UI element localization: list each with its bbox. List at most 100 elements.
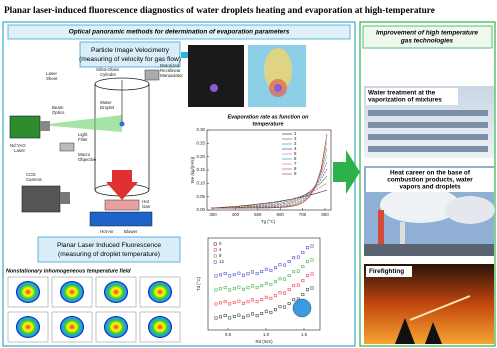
- y-tick-label: 0.25: [196, 140, 205, 145]
- setup-label: Manipulator: [160, 73, 183, 78]
- x-tick-label: 600: [277, 212, 285, 217]
- data-point: [283, 292, 285, 294]
- piv-title: Particle Image Velocimetry: [91, 47, 170, 54]
- curve: [211, 134, 327, 208]
- data-point: [256, 286, 258, 288]
- photo-label: Firefighting: [369, 268, 404, 275]
- data-point: [233, 301, 235, 303]
- photo-label: vaporization of mixtures: [368, 97, 442, 104]
- legend-label: 4: [219, 247, 222, 252]
- data-point: [279, 306, 281, 308]
- data-point: [261, 284, 263, 286]
- data-point: [279, 278, 281, 280]
- setup-label: Sheet: [46, 76, 58, 81]
- data-point: [247, 314, 249, 316]
- setup-label: Laser: [14, 148, 26, 153]
- data-point: [256, 300, 258, 302]
- data-point: [251, 271, 253, 273]
- curve: [211, 148, 327, 208]
- chart-title: temperature: [252, 121, 283, 127]
- data-point: [274, 266, 276, 268]
- data-point: [283, 278, 285, 280]
- setup-label: Objective: [78, 157, 97, 162]
- data-point: [219, 288, 221, 290]
- data-point: [270, 311, 272, 313]
- graphical-abstract: Planar laser-induced fluorescence diagno…: [0, 0, 497, 348]
- data-point: [302, 251, 304, 253]
- y-axis-label: Td (°C): [196, 276, 201, 291]
- x-tick-label: 800: [321, 212, 329, 217]
- data-point: [274, 294, 276, 296]
- droplet: [210, 84, 218, 92]
- y-tick-label: 0.10: [196, 180, 205, 185]
- setup-label: Camera: [26, 177, 42, 182]
- data-point: [238, 272, 240, 274]
- data-point: [224, 314, 226, 316]
- x-axis-label: Rd (mm): [255, 339, 273, 344]
- legend-swatch: [214, 261, 216, 263]
- data-point: [251, 285, 253, 287]
- data-point: [288, 288, 290, 290]
- droplet: [274, 84, 282, 92]
- data-point: [219, 302, 221, 304]
- data-point: [283, 264, 285, 266]
- data-point: [238, 300, 240, 302]
- data-point: [288, 274, 290, 276]
- data-point: [297, 284, 299, 286]
- curve: [211, 162, 327, 208]
- legend-label: 9: [294, 171, 297, 176]
- thermal-droplet: [148, 281, 172, 303]
- data-point: [274, 308, 276, 310]
- plif-title: Planar Laser Induced Fluorescence: [57, 242, 161, 249]
- data-point: [229, 275, 231, 277]
- data-point: [311, 259, 313, 261]
- data-point: [247, 272, 249, 274]
- data-point: [229, 303, 231, 305]
- data-point: [279, 292, 281, 294]
- thermal-droplet: [60, 316, 84, 338]
- data-point: [311, 245, 313, 247]
- plif-subtitle: (measuring of droplet temperature): [58, 251, 160, 258]
- setup-label: Optics: [52, 110, 65, 115]
- data-point: [224, 272, 226, 274]
- data-point: [297, 270, 299, 272]
- data-point: [293, 270, 295, 272]
- data-point: [215, 289, 217, 291]
- right-header: Improvement of high temperature: [376, 30, 478, 37]
- x-tick-label: 500: [254, 212, 262, 217]
- y-tick-label: 0.20: [196, 154, 205, 159]
- data-point: [242, 302, 244, 304]
- droplet-inset: [293, 299, 311, 317]
- legend-swatch: [214, 255, 216, 257]
- x-tick-label: 700: [299, 212, 307, 217]
- legend-label: 8: [219, 253, 222, 258]
- left-header: Optical panoramic methods for determinat…: [69, 29, 290, 36]
- setup-label: Gas: [142, 204, 151, 209]
- data-point: [251, 313, 253, 315]
- thermal-droplet: [104, 316, 128, 338]
- data-point: [224, 286, 226, 288]
- data-point: [219, 316, 221, 318]
- piv-subtitle: (measuring of velocity for gas flow): [79, 56, 181, 63]
- data-point: [270, 283, 272, 285]
- x-tick-label: 300: [209, 212, 217, 217]
- data-point: [306, 260, 308, 262]
- chart-frame: [207, 130, 331, 210]
- data-point: [229, 317, 231, 319]
- arrow: [333, 150, 360, 194]
- data-point: [302, 293, 304, 295]
- data-point: [283, 306, 285, 308]
- data-point: [215, 303, 217, 305]
- data-point: [297, 256, 299, 258]
- curve: [211, 169, 327, 208]
- piv-image: [188, 45, 244, 107]
- x-tick-label: 400: [232, 212, 240, 217]
- data-point: [279, 264, 281, 266]
- y-tick-label: 0.05: [196, 194, 205, 199]
- data-point: [233, 315, 235, 317]
- thermal-images: [8, 277, 180, 342]
- data-point: [238, 286, 240, 288]
- data-point: [274, 280, 276, 282]
- data-point: [215, 275, 217, 277]
- setup-label: Filter: [78, 137, 88, 142]
